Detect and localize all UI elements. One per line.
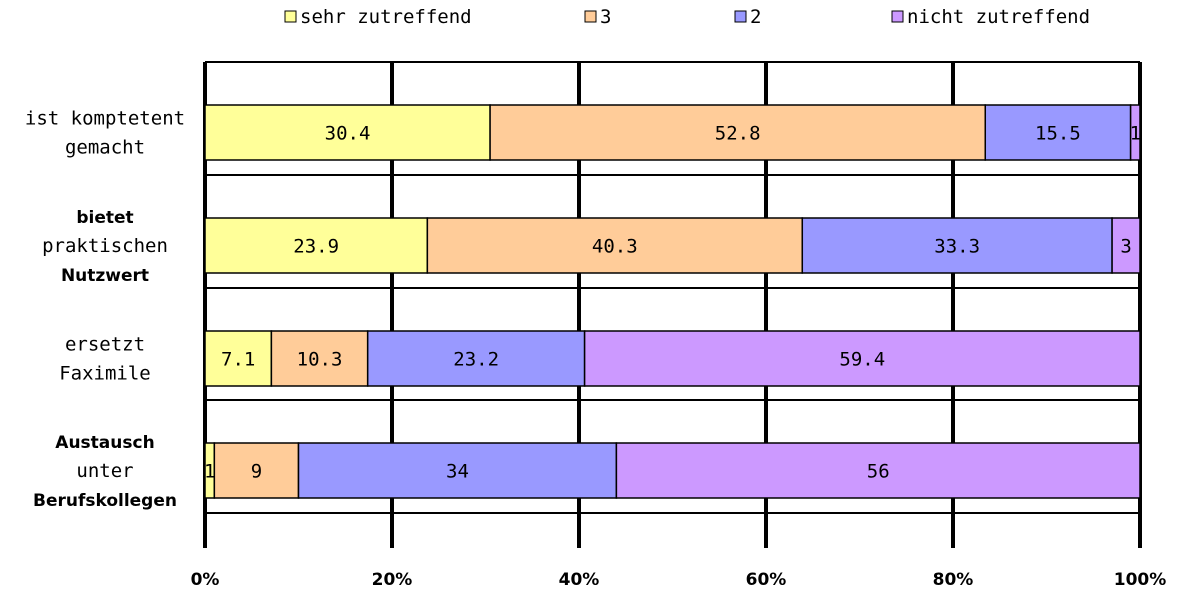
bar-segment — [615, 442, 1141, 499]
data-label: 56 — [867, 461, 890, 483]
data-label: 33.3 — [934, 236, 980, 258]
data-label: 23.2 — [453, 349, 499, 371]
category-label: ersetzt — [65, 334, 145, 356]
legend-label: 3 — [600, 6, 611, 28]
category-label: praktischen — [42, 235, 168, 257]
data-label: 15.5 — [1035, 123, 1081, 145]
data-label: 7.1 — [221, 349, 255, 371]
category-label: Austausch — [55, 433, 154, 453]
legend: sehr zutreffend 3 2 nicht zutreffend — [284, 6, 1090, 28]
category-label: ist komptetent — [25, 108, 185, 130]
data-label: 23.9 — [293, 236, 339, 258]
legend-label: nicht zutreffend — [907, 6, 1090, 28]
data-label: 52.8 — [715, 123, 761, 145]
bars: 30.4 52.8 15.5 1 23.9 40.3 33.3 3 7.1 10.3 23.2 59.… — [204, 104, 1141, 499]
bar-segment — [489, 104, 987, 161]
x-tick-labels: 0% 20% 40% 60% 80% 100% — [191, 570, 1167, 590]
legend-label: 2 — [750, 6, 761, 28]
x-tick-label: 20% — [372, 570, 413, 590]
category-label: gemacht — [65, 137, 145, 159]
category-label: unter — [76, 460, 133, 482]
data-label: 34 — [446, 461, 469, 483]
category-label: Faximile — [59, 363, 151, 385]
bar-segment — [204, 104, 491, 161]
x-tick-label: 80% — [933, 570, 974, 590]
data-label: 40.3 — [592, 236, 638, 258]
bar-segment — [213, 442, 300, 499]
category-label: Nutzwert — [61, 266, 149, 286]
data-label: 1 — [204, 461, 215, 483]
bar-segment — [1111, 217, 1141, 274]
x-tick-label: 40% — [559, 570, 600, 590]
x-tick-label: 100% — [1114, 570, 1167, 590]
bar-segment — [270, 330, 369, 387]
data-label: 9 — [251, 461, 262, 483]
category-labels: ist komptetent gemacht bietet praktischen Nu… — [25, 108, 185, 512]
data-label: 30.4 — [325, 123, 371, 145]
bar-segment — [204, 217, 429, 274]
legend-swatch — [891, 10, 904, 23]
category-label: bietet — [76, 208, 133, 228]
data-label: 10.3 — [297, 349, 343, 371]
bar-segment — [426, 217, 804, 274]
x-tick-label: 60% — [746, 570, 787, 590]
legend-label: sehr zutreffend — [300, 6, 472, 28]
bar-segment — [583, 330, 1141, 387]
bar-segment — [1129, 104, 1141, 161]
bar-segment — [297, 442, 618, 499]
legend-swatch — [584, 10, 597, 23]
data-label: 1 — [1130, 123, 1141, 145]
data-label: 3 — [1120, 236, 1131, 258]
data-label: 59.4 — [839, 349, 885, 371]
legend-swatch — [734, 10, 747, 23]
bar-segment — [984, 104, 1132, 161]
category-label: Berufskollegen — [33, 491, 177, 511]
legend-swatch — [284, 10, 297, 23]
x-tick-label: 0% — [191, 570, 220, 590]
